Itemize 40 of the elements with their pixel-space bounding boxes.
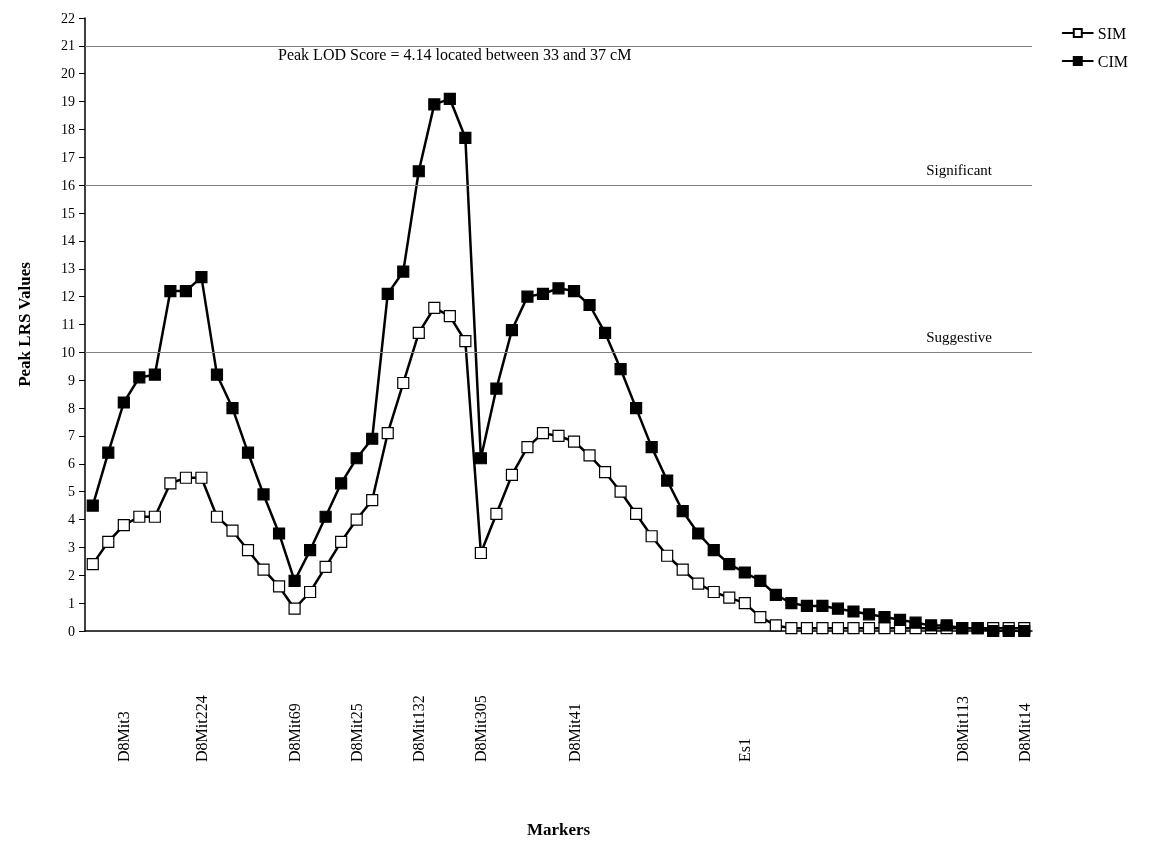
legend-label: SIM [1097,24,1127,42]
ref-line-label: Suggestive [926,328,993,345]
y-tick-label: 1 [68,595,75,611]
y-tick-label: 15 [61,205,75,221]
y-tick-label: 4 [68,512,75,528]
x-tick-label: D8Mit113 [953,695,971,762]
y-tick-label: 16 [61,177,75,193]
legend-label: CIM [1097,52,1129,70]
x-tick-label: D8Mit14 [1015,703,1033,762]
y-tick-label: 3 [68,539,75,555]
y-tick-label: 18 [61,121,75,137]
y-tick-label: 9 [68,372,75,388]
y-tick-label: 13 [61,261,75,277]
y-tick-label: 5 [68,484,75,500]
y-tick-label: 0 [68,623,75,639]
x-tick-label: D8Mit69 [286,703,304,762]
y-axis-title: Peak LRS Values [15,261,34,387]
x-tick-label: D8Mit224 [192,695,210,762]
ref-line-label: Significant [926,161,993,178]
y-tick-label: 11 [61,317,75,332]
x-tick-label: D8Mit305 [472,695,490,762]
x-tick-label: D8Mit25 [348,703,366,762]
y-tick-label: 7 [68,428,75,444]
x-tick-label: D8Mit132 [410,695,428,762]
y-tick-label: 21 [61,38,75,54]
y-tick-label: 12 [61,289,75,305]
y-tick-label: 20 [61,66,75,82]
x-tick-label: Es1 [736,738,754,762]
y-tick-label: 22 [61,10,75,26]
y-tick-label: 14 [61,233,75,249]
y-tick-label: 10 [61,344,75,360]
y-tick-label: 17 [61,149,75,165]
y-tick-label: 2 [68,567,75,583]
x-tick-label: D8Mit3 [115,711,133,762]
y-tick-label: 19 [61,94,75,110]
x-axis-title: Markers [526,820,591,839]
x-tick-label: D8Mit41 [565,703,583,762]
y-tick-label: 6 [68,456,75,472]
annotation: Peak LOD Score = 4.14 located between 33 and 37 cM [278,45,632,63]
y-tick-label: 8 [68,400,75,416]
